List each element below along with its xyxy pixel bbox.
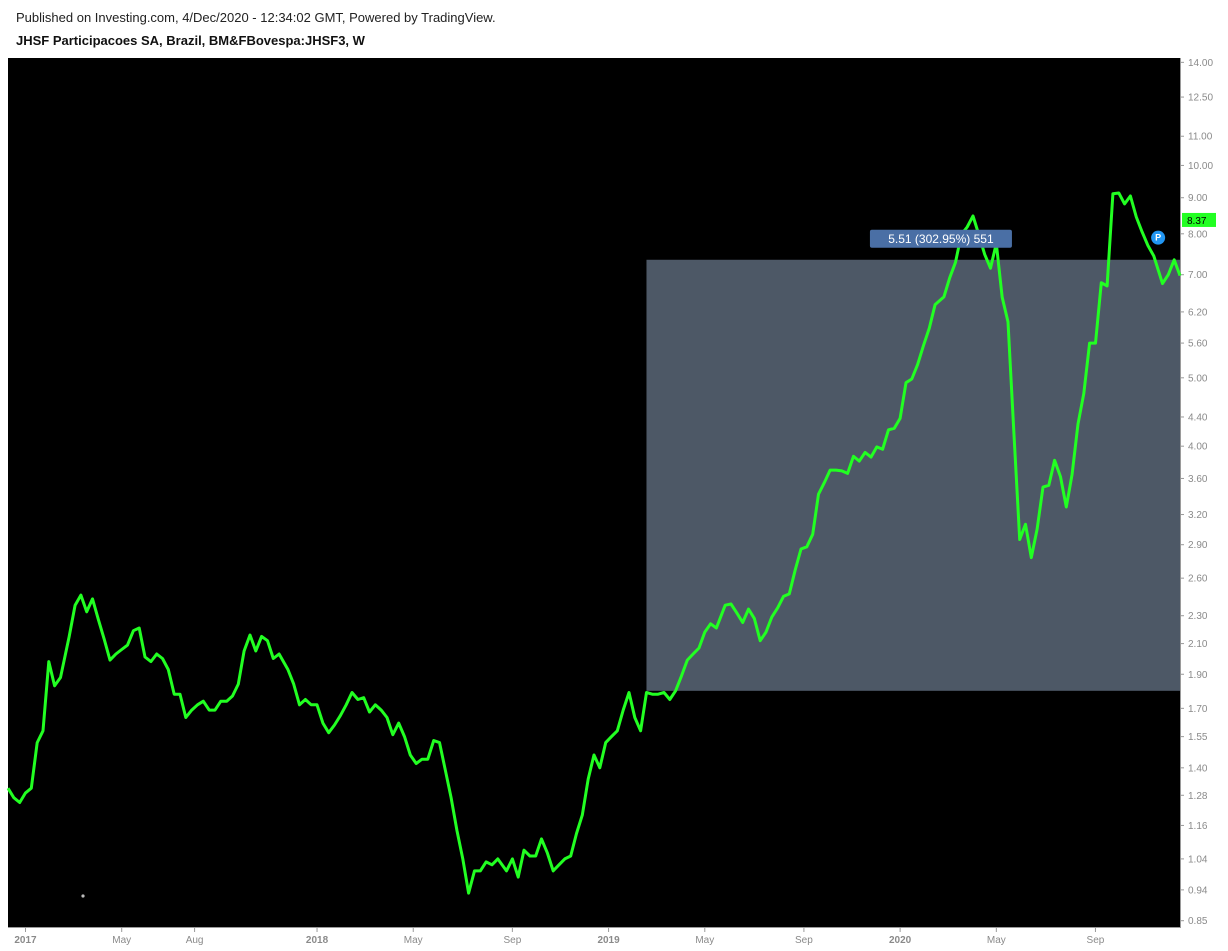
y-tick-label: 9.00	[1188, 193, 1208, 204]
symbol-title[interactable]: JHSF Participacoes SA, Brazil, BM&FBoves…	[16, 33, 365, 48]
x-tick-label: Aug	[186, 935, 204, 946]
publish-info: Published on Investing.com, 4/Dec/2020 -…	[16, 10, 496, 25]
marker-p-label: P	[1155, 233, 1161, 243]
x-tick-label: May	[987, 935, 1006, 946]
x-tick-label: May	[404, 935, 423, 946]
x-tick-label: Sep	[1087, 935, 1105, 946]
y-tick-label: 2.30	[1188, 611, 1208, 622]
last-price-label: 8.37	[1187, 216, 1207, 227]
x-tick-label: May	[112, 935, 131, 946]
y-tick-label: 1.70	[1188, 704, 1208, 715]
x-axis: 2017 May Aug 2018 May Sep 2019 May Sep 2020 May Sep	[14, 928, 1105, 946]
y-tick-label: 0.85	[1188, 916, 1208, 927]
y-tick-label: 1.04	[1188, 854, 1208, 865]
y-tick-label: 2.60	[1188, 574, 1208, 585]
cursor-dot-icon	[81, 894, 85, 898]
right-axis-panel[interactable]	[1180, 58, 1228, 928]
x-tick-label: 2018	[306, 935, 329, 946]
y-tick-label: 1.55	[1188, 732, 1208, 743]
y-tick-label: 6.20	[1188, 307, 1208, 318]
measure-label: 5.51 (302.95%) 551	[869, 229, 1012, 248]
y-tick-label: 7.00	[1188, 270, 1208, 281]
y-tick-label: 12.50	[1188, 93, 1213, 104]
marker-p-icon[interactable]: P	[1151, 230, 1166, 245]
x-tick-label: 2017	[14, 935, 37, 946]
price-line	[6, 191, 1182, 895]
y-tick-label: 4.40	[1188, 412, 1208, 423]
y-tick-label: 4.00	[1188, 442, 1208, 453]
x-tick-label: May	[695, 935, 714, 946]
y-tick-label: 2.10	[1188, 639, 1208, 650]
x-tick-label: Sep	[503, 935, 521, 946]
x-tick-label: 2019	[597, 935, 620, 946]
y-tick-label: 1.90	[1188, 670, 1208, 681]
y-tick-label: 10.00	[1188, 161, 1213, 172]
y-tick-label: 1.16	[1188, 821, 1208, 832]
y-tick-label: 1.28	[1188, 791, 1208, 802]
x-tick-label: Sep	[795, 935, 813, 946]
x-tick-label: 2020	[889, 935, 912, 946]
y-tick-label: 3.60	[1188, 474, 1208, 485]
y-tick-label: 5.60	[1188, 339, 1208, 350]
y-tick-label: 11.00	[1188, 132, 1213, 143]
y-tick-label: 1.40	[1188, 763, 1208, 774]
bottom-axis-panel[interactable]	[8, 928, 1180, 951]
y-axis: 14.00 12.50 11.00 10.00 9.00 8.00 7.00 6.20 5.60…	[1180, 58, 1213, 927]
measure-range-box[interactable]	[646, 259, 1180, 691]
y-tick-label: 2.90	[1188, 540, 1208, 551]
y-tick-label: 3.20	[1188, 510, 1208, 521]
marker-p-circle[interactable]	[1151, 230, 1166, 245]
price-chart[interactable]: 14.00 12.50 11.00 10.00 9.00 8.00 7.00 6.20 5.60…	[0, 58, 1228, 951]
measure-label-text: 5.51 (302.95%) 551	[888, 232, 994, 246]
last-price-badge	[1182, 212, 1216, 227]
chart-header: Published on Investing.com, 4/Dec/2020 -…	[0, 0, 1228, 58]
y-tick-label: 5.00	[1188, 373, 1208, 384]
y-tick-label: 8.00	[1188, 229, 1208, 240]
y-tick-label: 0.94	[1188, 885, 1208, 896]
y-tick-label: 14.00	[1188, 58, 1213, 69]
measure-label-bg	[869, 229, 1012, 248]
